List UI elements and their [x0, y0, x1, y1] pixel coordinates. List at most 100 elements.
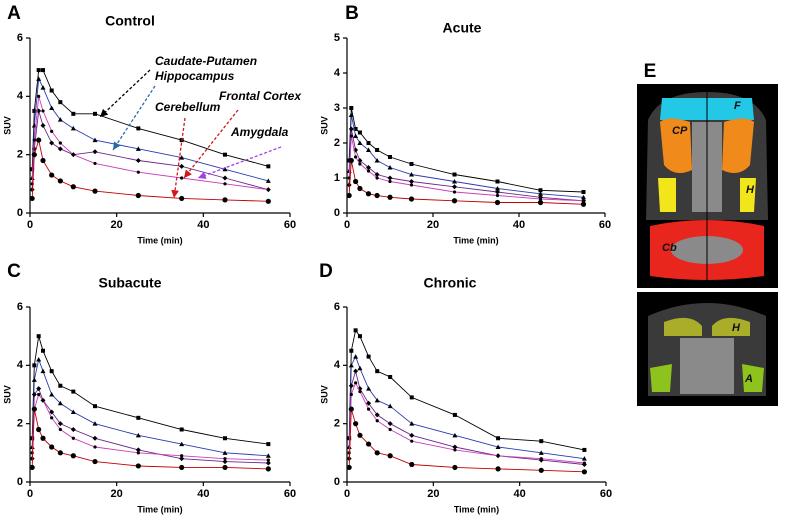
- y-tick-label: 3: [334, 102, 340, 114]
- y-tick-label: 2: [17, 149, 23, 161]
- data-point: [37, 392, 41, 397]
- panel-label: A: [7, 3, 21, 24]
- data-point: [58, 383, 63, 388]
- data-point: [581, 194, 586, 200]
- data-point: [348, 126, 354, 132]
- data-point: [581, 199, 586, 203]
- data-point: [538, 450, 544, 455]
- annotation-arrow: [171, 117, 186, 199]
- data-point: [353, 178, 359, 185]
- data-point: [179, 427, 184, 432]
- series-line: [348, 107, 584, 193]
- data-point: [265, 178, 271, 183]
- data-point: [538, 188, 543, 193]
- data-point: [31, 406, 37, 412]
- series-line: [348, 381, 585, 464]
- data-point: [222, 175, 228, 181]
- y-tick-label: 0: [334, 207, 340, 219]
- series-line: [348, 160, 584, 205]
- data-point: [374, 158, 380, 163]
- data-point: [135, 192, 141, 199]
- data-point: [375, 369, 380, 374]
- data-point: [49, 140, 55, 146]
- data-point: [30, 451, 34, 455]
- y-tick-label: 2: [334, 418, 340, 430]
- y-tick-label: 5: [334, 32, 340, 44]
- data-point: [49, 105, 55, 110]
- data-point: [452, 464, 458, 471]
- y-axis-label: SUV: [319, 116, 329, 135]
- data-point: [539, 439, 544, 444]
- region-label: CP: [672, 125, 688, 137]
- data-point: [40, 435, 46, 441]
- data-point: [358, 389, 362, 394]
- data-point: [349, 348, 354, 353]
- data-point: [357, 130, 362, 135]
- data-point: [581, 469, 588, 475]
- data-point: [57, 450, 63, 456]
- region-label: Cb: [662, 242, 677, 254]
- region-hippocampus: [740, 178, 756, 212]
- data-point: [388, 427, 392, 432]
- y-tick-label: 6: [17, 32, 23, 44]
- data-point: [92, 421, 98, 426]
- data-point: [36, 137, 42, 143]
- data-point: [70, 453, 76, 459]
- data-point: [136, 170, 140, 174]
- annotation: Amygdala: [230, 125, 289, 139]
- panel-label: D: [319, 261, 333, 282]
- data-point: [222, 464, 228, 471]
- region-cp: [660, 118, 692, 174]
- series-line: [31, 110, 269, 191]
- annotation: Caudate-Putamen: [155, 54, 257, 68]
- data-point: [36, 76, 42, 81]
- x-tick-label: 40: [514, 488, 526, 500]
- series-line: [348, 114, 584, 198]
- data-point: [180, 176, 184, 180]
- data-point: [135, 447, 141, 453]
- data-point: [265, 466, 271, 472]
- data-point: [410, 439, 414, 443]
- data-point: [358, 162, 362, 166]
- data-point: [37, 94, 41, 98]
- x-tick-label: 40: [197, 219, 209, 231]
- data-point: [70, 427, 76, 432]
- data-point: [265, 453, 271, 458]
- brain-panel: E F CP H Cb H A: [637, 61, 778, 406]
- data-point: [179, 456, 185, 462]
- panel-label: C: [7, 261, 21, 282]
- series-line: [348, 355, 585, 460]
- data-point: [348, 112, 354, 117]
- region-label: F: [734, 100, 741, 112]
- data-point: [353, 133, 359, 138]
- data-point: [223, 436, 227, 441]
- data-point: [57, 400, 63, 406]
- data-point: [375, 176, 379, 180]
- data-point: [136, 451, 140, 455]
- data-point: [539, 457, 543, 461]
- data-point: [179, 441, 185, 447]
- data-point: [495, 193, 500, 198]
- data-point: [366, 400, 372, 406]
- data-point: [366, 147, 371, 152]
- data-point: [346, 464, 352, 471]
- data-point: [222, 459, 228, 465]
- data-point: [36, 68, 41, 73]
- data-point: [409, 461, 415, 468]
- x-tick-label: 0: [27, 219, 33, 231]
- data-point: [374, 450, 380, 456]
- data-point: [222, 166, 228, 172]
- data-point: [265, 460, 271, 466]
- y-tick-label: 0: [17, 207, 23, 219]
- data-point: [346, 192, 352, 199]
- data-point: [537, 199, 544, 206]
- annotation: Hippocampus: [155, 69, 235, 83]
- data-point: [93, 161, 97, 166]
- data-point: [223, 457, 227, 461]
- x-tick-label: 0: [344, 219, 350, 231]
- data-point: [387, 165, 393, 170]
- data-point: [496, 454, 500, 458]
- data-point: [581, 190, 586, 194]
- series-line: [348, 369, 585, 465]
